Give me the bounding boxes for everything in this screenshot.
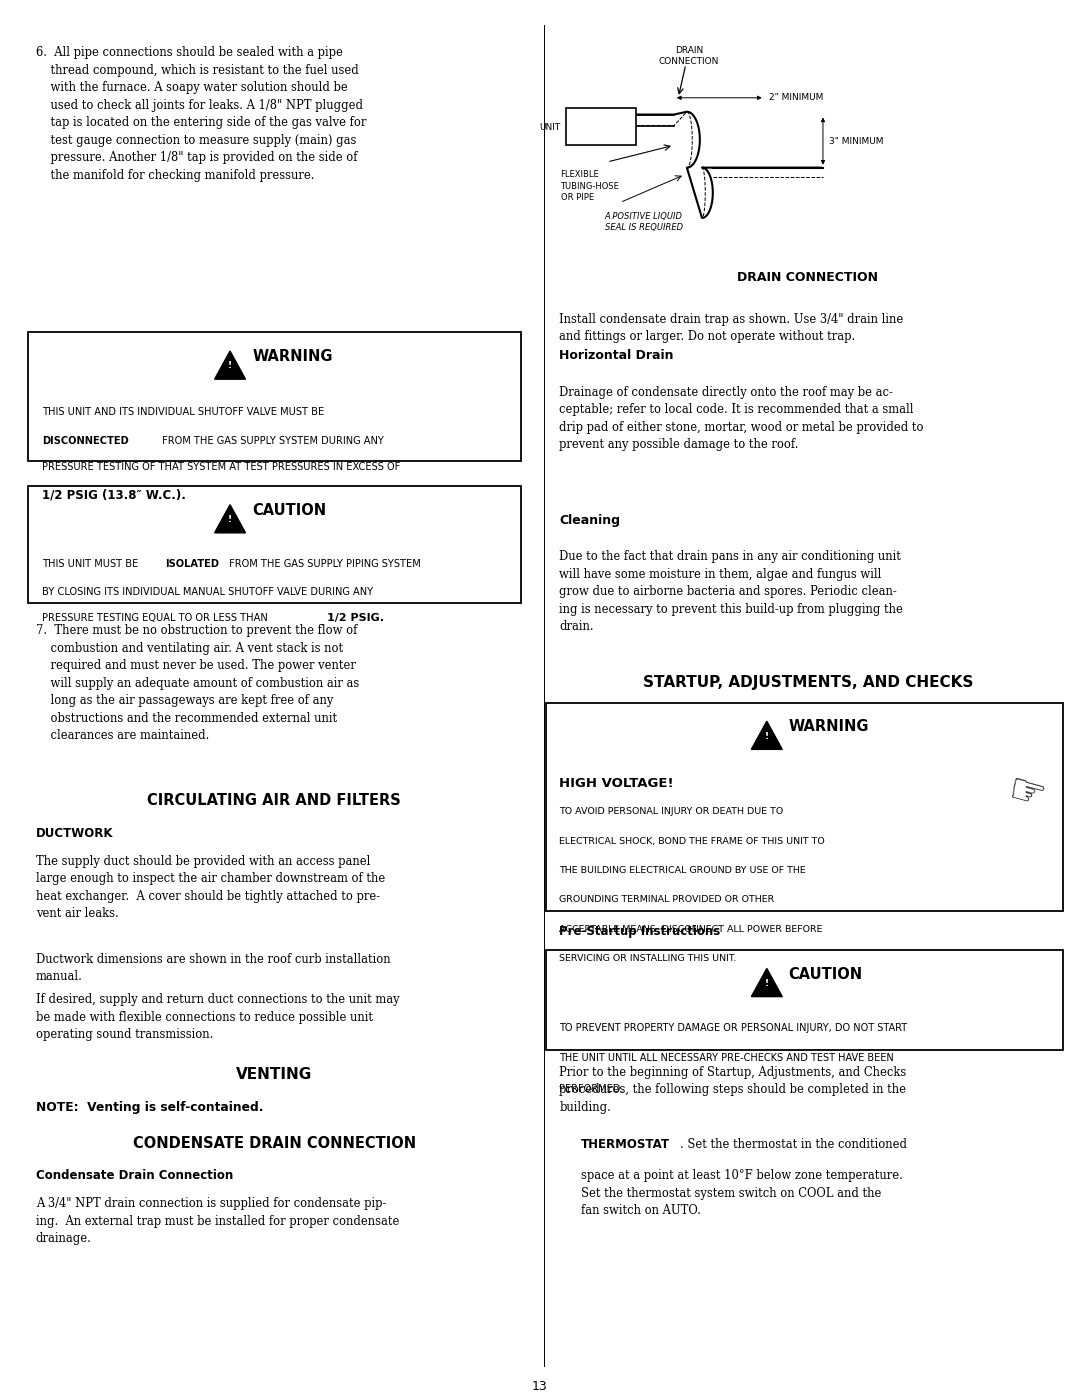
Text: A POSITIVE LIQUID
SEAL IS REQUIRED: A POSITIVE LIQUID SEAL IS REQUIRED xyxy=(605,212,683,232)
Bar xyxy=(28,486,521,604)
Text: . Set the thermostat in the conditioned: . Set the thermostat in the conditioned xyxy=(680,1139,907,1151)
Bar xyxy=(566,108,636,145)
Text: FLEXIBLE
TUBING-HOSE
OR PIPE: FLEXIBLE TUBING-HOSE OR PIPE xyxy=(561,170,620,201)
Polygon shape xyxy=(215,351,245,379)
Text: PRESSURE TESTING OF THAT SYSTEM AT TEST PRESSURES IN EXCESS OF: PRESSURE TESTING OF THAT SYSTEM AT TEST … xyxy=(42,462,401,472)
Text: SERVICING OR INSTALLING THIS UNIT.: SERVICING OR INSTALLING THIS UNIT. xyxy=(559,954,737,963)
Text: 1/2 PSIG.: 1/2 PSIG. xyxy=(327,613,384,623)
Text: CAUTION: CAUTION xyxy=(788,967,863,982)
Text: DRAIN
CONNECTION: DRAIN CONNECTION xyxy=(659,46,719,66)
Text: BY CLOSING ITS INDIVIDUAL MANUAL SHUTOFF VALVE DURING ANY: BY CLOSING ITS INDIVIDUAL MANUAL SHUTOFF… xyxy=(42,587,374,597)
Text: DRAIN CONNECTION: DRAIN CONNECTION xyxy=(738,271,878,284)
Text: Install condensate drain trap as shown. Use 3/4" drain line
and fittings or larg: Install condensate drain trap as shown. … xyxy=(559,313,904,344)
Text: UNIT: UNIT xyxy=(539,123,561,131)
Text: The supply duct should be provided with an access panel
large enough to inspect : The supply duct should be provided with … xyxy=(36,855,384,921)
Text: Prior to the beginning of Startup, Adjustments, and Checks
procedures, the follo: Prior to the beginning of Startup, Adjus… xyxy=(559,1066,907,1113)
Text: DISCONNECTED: DISCONNECTED xyxy=(42,436,129,446)
Text: HIGH VOLTAGE!: HIGH VOLTAGE! xyxy=(559,777,674,789)
Text: THE UNIT UNTIL ALL NECESSARY PRE-CHECKS AND TEST HAVE BEEN: THE UNIT UNTIL ALL NECESSARY PRE-CHECKS … xyxy=(559,1053,894,1063)
Text: space at a point at least 10°F below zone temperature.
Set the thermostat system: space at a point at least 10°F below zon… xyxy=(581,1169,903,1217)
Text: !: ! xyxy=(765,979,769,988)
Text: STARTUP, ADJUSTMENTS, AND CHECKS: STARTUP, ADJUSTMENTS, AND CHECKS xyxy=(643,675,973,690)
Text: 7.  There must be no obstruction to prevent the flow of
    combustion and venti: 7. There must be no obstruction to preve… xyxy=(36,624,359,742)
Polygon shape xyxy=(752,968,782,996)
Text: 3" MINIMUM: 3" MINIMUM xyxy=(829,137,883,145)
Text: FROM THE GAS SUPPLY SYSTEM DURING ANY: FROM THE GAS SUPPLY SYSTEM DURING ANY xyxy=(159,436,383,446)
Text: Condensate Drain Connection: Condensate Drain Connection xyxy=(36,1169,233,1182)
Bar xyxy=(28,332,521,461)
Text: FROM THE GAS SUPPLY PIPING SYSTEM: FROM THE GAS SUPPLY PIPING SYSTEM xyxy=(226,559,420,569)
Text: 13: 13 xyxy=(532,1380,548,1393)
Text: Horizontal Drain: Horizontal Drain xyxy=(559,349,674,362)
Text: 1/2 PSIG (13.8″ W.C.).: 1/2 PSIG (13.8″ W.C.). xyxy=(42,489,186,502)
Text: ISOLATED: ISOLATED xyxy=(165,559,219,569)
Text: VENTING: VENTING xyxy=(237,1067,312,1083)
Text: DUCTWORK: DUCTWORK xyxy=(36,827,113,840)
Bar xyxy=(546,703,1063,911)
Text: WARNING: WARNING xyxy=(788,719,869,735)
Text: TO PREVENT PROPERTY DAMAGE OR PERSONAL INJURY, DO NOT START: TO PREVENT PROPERTY DAMAGE OR PERSONAL I… xyxy=(559,1023,907,1032)
Bar xyxy=(546,950,1063,1051)
Text: ☞: ☞ xyxy=(1002,768,1050,819)
Text: Cleaning: Cleaning xyxy=(559,514,620,527)
Text: Drainage of condensate directly onto the roof may be ac-
ceptable; refer to loca: Drainage of condensate directly onto the… xyxy=(559,386,924,451)
Text: TO AVOID PERSONAL INJURY OR DEATH DUE TO: TO AVOID PERSONAL INJURY OR DEATH DUE TO xyxy=(559,807,784,816)
Text: CIRCULATING AIR AND FILTERS: CIRCULATING AIR AND FILTERS xyxy=(148,793,401,809)
Text: CAUTION: CAUTION xyxy=(253,503,327,518)
Text: If desired, supply and return duct connections to the unit may
be made with flex: If desired, supply and return duct conne… xyxy=(36,993,400,1041)
Polygon shape xyxy=(752,721,782,749)
Text: 2" MINIMUM: 2" MINIMUM xyxy=(769,94,823,102)
Text: THE BUILDING ELECTRICAL GROUND BY USE OF THE: THE BUILDING ELECTRICAL GROUND BY USE OF… xyxy=(559,866,806,875)
Text: ELECTRICAL SHOCK, BOND THE FRAME OF THIS UNIT TO: ELECTRICAL SHOCK, BOND THE FRAME OF THIS… xyxy=(559,837,825,845)
Text: PRESSURE TESTING EQUAL TO OR LESS THAN: PRESSURE TESTING EQUAL TO OR LESS THAN xyxy=(42,613,271,623)
Polygon shape xyxy=(215,504,245,532)
Text: NOTE:  Venting is self-contained.: NOTE: Venting is self-contained. xyxy=(36,1101,264,1113)
Text: !: ! xyxy=(228,362,232,370)
Text: CONDENSATE DRAIN CONNECTION: CONDENSATE DRAIN CONNECTION xyxy=(133,1136,416,1151)
Text: PERFORMED.: PERFORMED. xyxy=(559,1084,624,1094)
Text: Ductwork dimensions are shown in the roof curb installation
manual.: Ductwork dimensions are shown in the roo… xyxy=(36,953,390,983)
Text: THIS UNIT AND ITS INDIVIDUAL SHUTOFF VALVE MUST BE: THIS UNIT AND ITS INDIVIDUAL SHUTOFF VAL… xyxy=(42,407,324,416)
Text: GROUNDING TERMINAL PROVIDED OR OTHER: GROUNDING TERMINAL PROVIDED OR OTHER xyxy=(559,895,774,904)
Text: !: ! xyxy=(228,515,232,524)
Text: !: ! xyxy=(765,732,769,740)
Text: A 3/4" NPT drain connection is supplied for condensate pip-
ing.  An external tr: A 3/4" NPT drain connection is supplied … xyxy=(36,1197,399,1245)
Text: Due to the fact that drain pans in any air conditioning unit
will have some mois: Due to the fact that drain pans in any a… xyxy=(559,550,903,633)
Text: Pre-Startup Instructions: Pre-Startup Instructions xyxy=(559,925,720,937)
Text: WARNING: WARNING xyxy=(253,349,334,365)
Text: THIS UNIT MUST BE: THIS UNIT MUST BE xyxy=(42,559,141,569)
Text: THERMOSTAT: THERMOSTAT xyxy=(581,1139,670,1151)
Text: ACCEPTABLE MEANS. DISCONNECT ALL POWER BEFORE: ACCEPTABLE MEANS. DISCONNECT ALL POWER B… xyxy=(559,925,823,933)
Text: 6.  All pipe connections should be sealed with a pipe
    thread compound, which: 6. All pipe connections should be sealed… xyxy=(36,46,366,182)
